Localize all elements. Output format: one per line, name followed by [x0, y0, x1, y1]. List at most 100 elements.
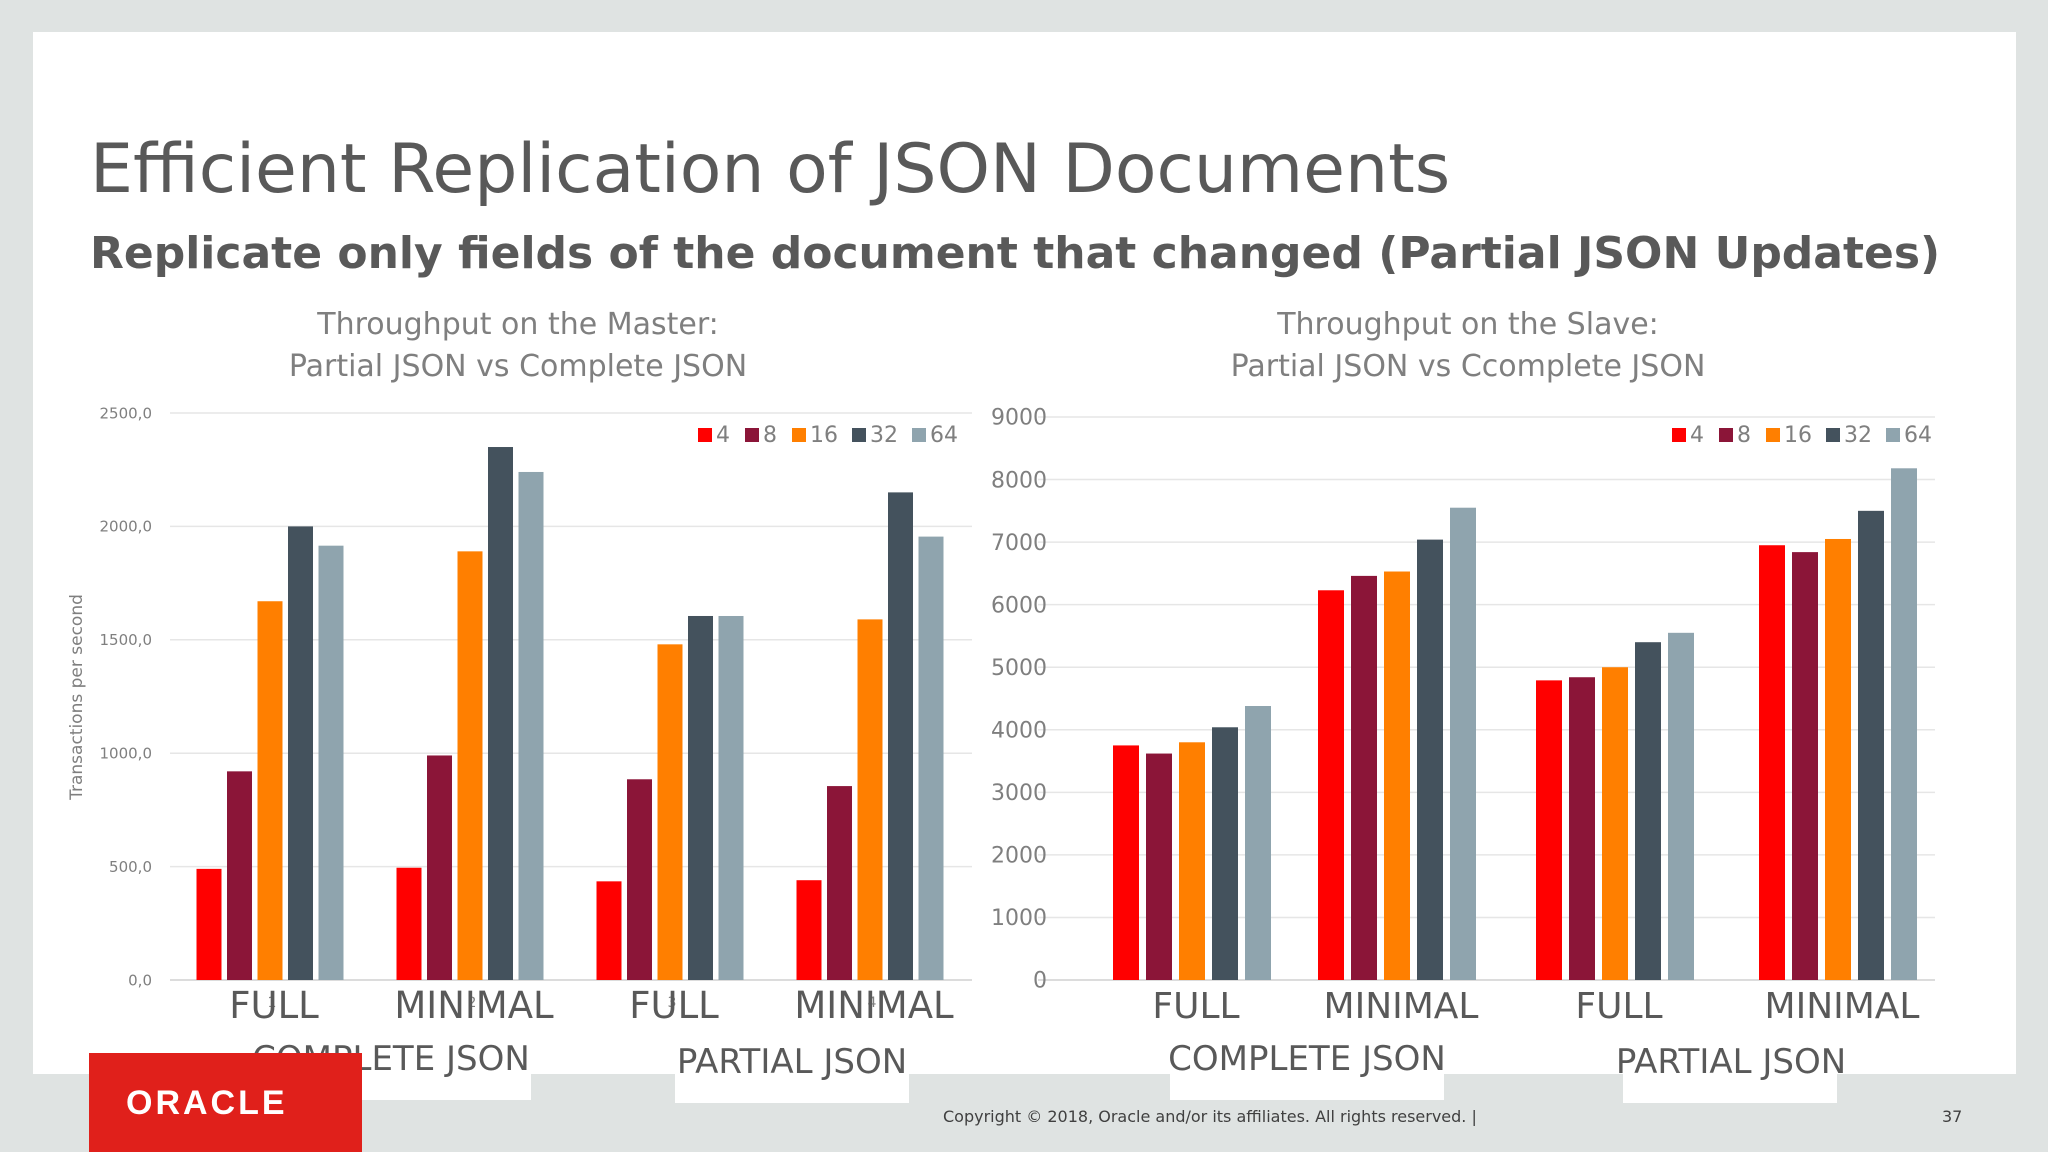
master-group-label-box — [675, 1048, 909, 1103]
slave-bar-4-3 — [1536, 680, 1562, 980]
slave-category-label: FULL — [1152, 986, 1239, 1027]
master-legend-swatch-64 — [912, 428, 926, 442]
slave-bar-32-4 — [1858, 510, 1884, 980]
master-bar-32-3 — [688, 615, 713, 980]
slave-bar-32-2 — [1417, 539, 1443, 980]
master-bar-8-3 — [627, 779, 652, 980]
slave-bar-32-1 — [1212, 727, 1238, 980]
slave-bar-64-1 — [1245, 706, 1271, 980]
master-category-number: 3 — [668, 995, 677, 1011]
slave-bar-16-3 — [1602, 667, 1628, 980]
master-legend-label-16: 16 — [810, 423, 838, 448]
slave-legend-label-32: 32 — [1844, 423, 1872, 448]
slave-bar-64-3 — [1668, 632, 1694, 980]
master-bar-4-1 — [196, 868, 222, 980]
master-legend-label-64: 64 — [930, 423, 958, 448]
slave-y-tick-label: 9000 — [991, 406, 1047, 431]
slave-bar-8-3 — [1569, 677, 1595, 980]
copyright-footer: Copyright © 2018, Oracle and/or its affi… — [943, 1107, 1477, 1126]
slide-subtitle: Replicate only fields of the document th… — [90, 228, 1941, 279]
slave-legend-label-16: 16 — [1784, 423, 1812, 448]
oracle-logo: ORACLE — [89, 1053, 362, 1152]
master-category-label: MINIMAL — [794, 984, 954, 1027]
slave-category-label: MINIMAL — [1765, 986, 1920, 1027]
master-bar-64-4 — [918, 536, 944, 980]
slave-legend-swatch-16 — [1766, 428, 1780, 442]
master-bar-8-1 — [227, 771, 252, 980]
slave-legend-label-4: 4 — [1690, 423, 1704, 448]
master-legend-label-8: 8 — [763, 423, 777, 448]
page-number: 37 — [1942, 1107, 1963, 1126]
master-bar-64-3 — [718, 615, 744, 980]
chart-slave-title-line2: Partial JSON vs Ccomplete JSON — [1230, 349, 1706, 384]
slave-bar-8-2 — [1351, 575, 1377, 980]
master-bar-4-4 — [796, 880, 822, 980]
master-bar-32-4 — [888, 492, 913, 980]
slave-legend-label-64: 64 — [1904, 423, 1932, 448]
master-bar-16-3 — [657, 644, 683, 980]
chart-slave-title-line1: Throughput on the Slave: — [1277, 307, 1659, 342]
master-bar-4-2 — [396, 867, 422, 980]
master-bar-4-3 — [596, 881, 622, 980]
slide-title: Efficient Replication of JSON Documents — [90, 130, 1451, 209]
slave-legend-swatch-8 — [1719, 428, 1733, 442]
slave-y-tick-label: 5000 — [991, 656, 1047, 681]
slave-bar-4-1 — [1113, 745, 1139, 980]
master-category-label: FULL — [629, 984, 719, 1027]
master-bar-32-2 — [488, 447, 513, 980]
master-y-tick-label: 500,0 — [109, 858, 152, 876]
slave-category-label: MINIMAL — [1324, 986, 1479, 1027]
chart-master-title-line1: Throughput on the Master: — [317, 307, 719, 342]
master-category-number: 2 — [468, 995, 477, 1011]
slave-group-label-box — [1170, 1045, 1444, 1100]
slave-group-label-box — [1623, 1048, 1837, 1103]
master-bar-16-4 — [857, 619, 883, 980]
master-y-tick-label: 2500,0 — [100, 404, 153, 422]
master-category-number: 4 — [868, 995, 877, 1011]
slave-bar-4-4 — [1759, 545, 1785, 980]
master-y-tick-label: 0,0 — [128, 971, 152, 989]
slave-y-tick-label: 7000 — [991, 531, 1047, 556]
master-y-tick-label: 2000,0 — [100, 518, 153, 536]
master-legend-label-32: 32 — [870, 423, 898, 448]
slave-bar-16-4 — [1825, 538, 1851, 980]
master-legend-swatch-16 — [792, 428, 806, 442]
slave-y-tick-label: 2000 — [991, 844, 1047, 869]
master-category-label: MINIMAL — [394, 984, 554, 1027]
chart-master-title-line2: Partial JSON vs Complete JSON — [288, 349, 748, 384]
slave-legend-swatch-64 — [1886, 428, 1900, 442]
master-bar-64-2 — [518, 471, 544, 980]
slave-bar-64-2 — [1450, 507, 1476, 980]
slave-group-label: COMPLETE JSON — [1168, 1039, 1446, 1079]
master-bar-16-1 — [257, 601, 283, 980]
slave-bar-8-1 — [1146, 753, 1172, 980]
master-bar-16-2 — [457, 551, 483, 980]
slave-y-tick-label: 4000 — [991, 718, 1047, 743]
slave-y-tick-label: 3000 — [991, 781, 1047, 806]
slave-y-tick-label: 0 — [1033, 969, 1047, 994]
slave-legend-label-8: 8 — [1737, 423, 1751, 448]
master-category-label: FULL — [229, 984, 319, 1027]
slave-y-tick-label: 6000 — [991, 593, 1047, 618]
chart-slave-title: Throughput on the Slave: Partial JSON vs… — [1168, 304, 1768, 388]
master-legend-swatch-4 — [698, 428, 712, 442]
master-y-tick-label: 1000,0 — [100, 744, 153, 762]
slave-legend-swatch-4 — [1672, 428, 1686, 442]
slave-bar-32-3 — [1635, 642, 1661, 980]
master-bar-8-4 — [827, 786, 852, 980]
master-group-label: PARTIAL JSON — [677, 1042, 907, 1082]
master-legend-swatch-8 — [745, 428, 759, 442]
master-bar-32-1 — [288, 526, 313, 980]
master-bar-8-2 — [427, 755, 452, 980]
slave-bar-16-2 — [1384, 571, 1410, 980]
slave-bar-4-2 — [1318, 590, 1344, 980]
master-y-axis-label: Transactions per second — [67, 594, 87, 801]
slave-group-label: PARTIAL JSON — [1616, 1042, 1846, 1082]
slave-bar-16-1 — [1179, 742, 1205, 980]
slave-y-tick-label: 1000 — [991, 906, 1047, 931]
master-bar-64-1 — [318, 545, 344, 980]
slave-y-tick-label: 8000 — [991, 468, 1047, 493]
slave-bar-8-4 — [1792, 552, 1818, 980]
